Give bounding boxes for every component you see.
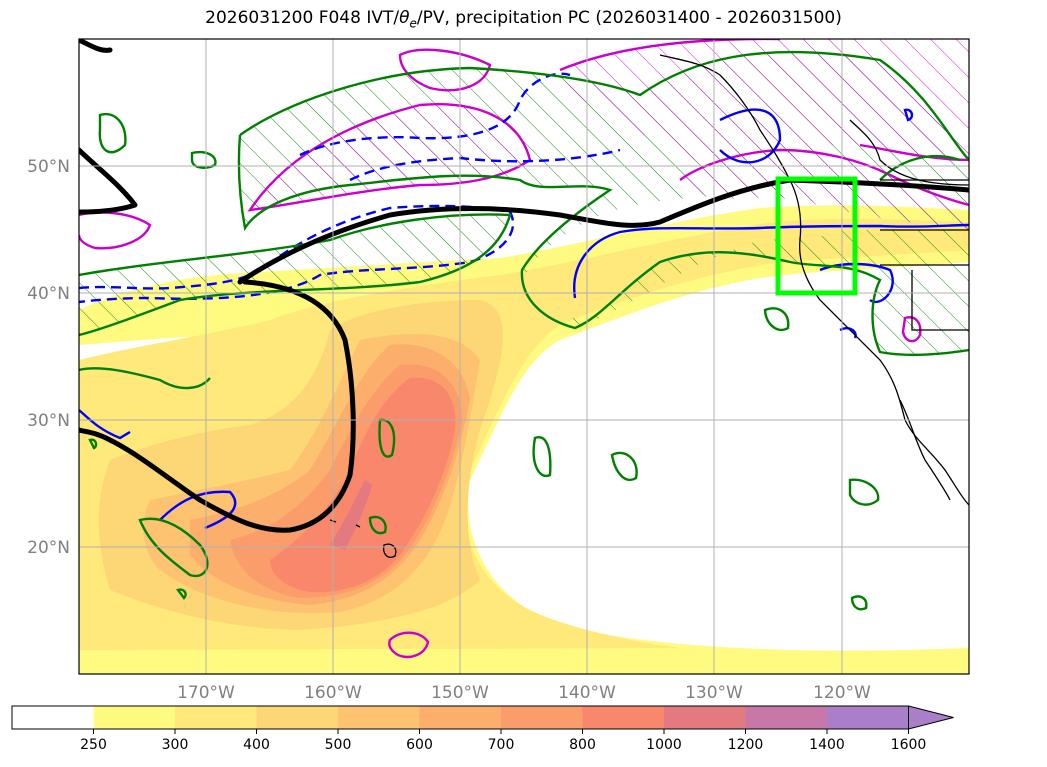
precip-contours — [79, 50, 969, 611]
map-frame — [78, 38, 970, 675]
colorbar-segment — [12, 706, 94, 729]
colorbar-segment — [419, 706, 502, 729]
colorbar-segment — [338, 706, 420, 729]
chart-title: 2026031200 F048 IVT/θe/PV, precipitation… — [205, 8, 842, 31]
lat-labels: 50°N 40°N 30°N 20°N — [27, 157, 70, 558]
colorbar-tick-label: 1000 — [646, 737, 682, 753]
lat-label: 20°N — [27, 538, 70, 558]
colorbar-tick-label: 400 — [243, 737, 270, 753]
colorbar-segment — [501, 706, 583, 729]
colorbar-segment — [582, 706, 665, 729]
lat-label: 40°N — [27, 284, 70, 304]
gridlines — [79, 39, 969, 674]
colorbar-tick-label: 700 — [488, 737, 515, 753]
colorbar-segment — [175, 706, 257, 729]
lon-label: 130°W — [685, 683, 743, 703]
colorbar-outline — [11, 705, 909, 730]
colorbar-tick-label: 600 — [406, 737, 433, 753]
colorbar-segment — [93, 706, 176, 729]
lat-label: 30°N — [27, 411, 70, 431]
colorbar-tick-label: 250 — [80, 737, 107, 753]
lon-label: 120°W — [813, 683, 871, 703]
lat-label: 50°N — [27, 157, 70, 177]
colorbar-tick-label: 300 — [162, 737, 189, 753]
lon-labels: 170°W 160°W 150°W 140°W 130°W 120°W — [177, 683, 871, 703]
colorbar-segment — [664, 706, 746, 729]
colorbar-segment — [256, 706, 339, 729]
lon-label: 170°W — [177, 683, 235, 703]
colorbar-segment — [745, 706, 828, 729]
colorbar-tick-label: 500 — [325, 737, 352, 753]
lon-label: 160°W — [304, 683, 362, 703]
front-line — [79, 39, 969, 533]
colorbar-tick-label: 800 — [569, 737, 596, 753]
colorbar-tick-label: 1200 — [728, 737, 764, 753]
ivt-1000 — [330, 480, 372, 550]
target-region-box — [775, 176, 858, 296]
lon-label: 140°W — [558, 683, 616, 703]
colorbar-tick-label: 1400 — [809, 737, 845, 753]
colorbar-segment — [827, 706, 909, 729]
colorbar-extend-arrow — [908, 705, 954, 730]
lon-label: 150°W — [431, 683, 489, 703]
coastlines — [329, 54, 969, 558]
colorbar-tick-label: 1600 — [891, 737, 927, 753]
colorbar: 250 300 400 500 600 700 800 1000 1200 1400 1600 — [11, 705, 954, 753]
